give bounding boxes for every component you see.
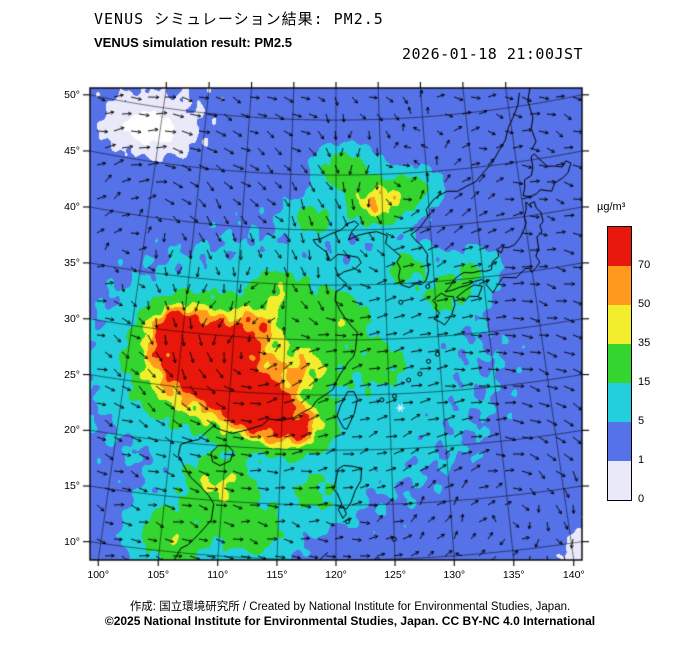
lon-tick-label: 105° (147, 569, 170, 581)
lon-tick-label: 140° (562, 569, 585, 581)
lon-tick-label: 135° (502, 569, 525, 581)
colorbar-tick-label: 50 (638, 298, 651, 310)
lon-tick-label: 115° (266, 569, 288, 581)
colorbar-segment (608, 422, 631, 461)
lon-tick-label: 100° (87, 569, 110, 581)
lat-tick-label: 15° (64, 480, 80, 492)
colorbar-tick-label: 5 (638, 415, 645, 427)
colorbar-tick-label: 70 (638, 259, 651, 271)
colorbar-tick-label: 15 (638, 376, 651, 388)
lon-tick-label: 125° (384, 569, 406, 581)
colorbar-segment (608, 227, 631, 266)
lat-tick-label: 50° (64, 88, 80, 101)
lon-tick-label: 110° (207, 569, 229, 581)
colorbar-tick-label: 0 (638, 493, 645, 505)
lat-tick-label: 45° (64, 144, 80, 157)
colorbar-segment (608, 266, 631, 305)
colorbar-unit-label: µg/m³ (597, 201, 626, 213)
lat-tick-label: 25° (64, 368, 80, 381)
lat-tick-label: 40° (64, 200, 80, 213)
credit-line: 作成: 国立環境研究所 / Created by National Instit… (129, 601, 571, 613)
lat-tick-label: 10° (64, 535, 80, 548)
lat-tick-label: 20° (64, 424, 80, 437)
lat-tick-label: 35° (64, 256, 80, 269)
colorbar (607, 226, 632, 501)
colorbar-segment (608, 383, 631, 422)
colorbar-tick-label: 1 (638, 454, 645, 466)
colorbar-tick-label: 35 (638, 337, 651, 349)
colorbar-segment (608, 344, 631, 383)
lat-tick-label: 30° (64, 312, 80, 325)
lon-tick-label: 120° (325, 569, 347, 581)
colorbar-segment (608, 461, 631, 500)
lon-tick-label: 130° (443, 569, 466, 581)
license-line: ©2025 National Institute for Environment… (104, 614, 596, 628)
colorbar-segment (608, 305, 631, 344)
